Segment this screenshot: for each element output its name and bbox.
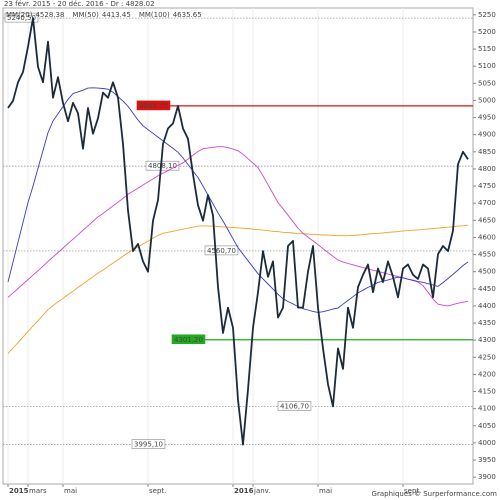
- x-tick-label: 2015: [9, 487, 29, 495]
- y-tick-label: 4650: [478, 216, 496, 224]
- level-label: 3995,10: [134, 441, 163, 449]
- level-label-box: [277, 401, 312, 411]
- y-tick-label: 4950: [478, 114, 496, 122]
- y-tick-label: 4350: [478, 319, 496, 327]
- y-tick-label: 4450: [478, 285, 496, 293]
- y-tick-label: 4700: [478, 199, 496, 207]
- legend-value: 4528.38: [35, 11, 64, 19]
- y-tick-label: 3950: [478, 456, 496, 464]
- y-tick-label: 4300: [478, 336, 496, 344]
- x-tick-label: sept.: [149, 487, 166, 495]
- moving-average-line: [7, 87, 469, 313]
- level-label-box: [4, 12, 39, 23]
- y-tick-label: 4000: [478, 439, 496, 447]
- legend-value: 4635.65: [173, 11, 202, 19]
- legend-value: 4413.45: [102, 11, 131, 19]
- level-label-box: [131, 439, 166, 449]
- legend-name: MM(20): [6, 11, 33, 19]
- y-tick-label: 5100: [478, 62, 496, 70]
- level-label-box: [136, 100, 171, 111]
- y-tick-label: 5050: [478, 79, 496, 87]
- level-label: 4301,20: [174, 336, 203, 344]
- moving-average-line: [7, 224, 469, 354]
- footer: Graphiques © Surperformance.com: [372, 490, 498, 498]
- y-tick-label: 5150: [478, 45, 496, 53]
- y-tick-label: 4750: [478, 182, 496, 190]
- level-label-box: [204, 245, 239, 256]
- x-tick-label: 2016: [234, 487, 254, 495]
- y-tick-label: 4200: [478, 370, 496, 378]
- legend-name: MM(50): [72, 11, 99, 19]
- y-tick-label: 3900: [478, 473, 496, 481]
- chart-title: 23 févr. 2015 - 20 déc. 2016 - Dr : 4828…: [4, 0, 155, 8]
- level-label-box: [145, 160, 180, 171]
- x-tick-label: mars: [29, 487, 47, 495]
- y-tick-label: 4800: [478, 165, 496, 173]
- level-label: 4560,70: [207, 247, 236, 255]
- y-tick-label: 4850: [478, 148, 496, 156]
- y-tick-label: 4050: [478, 422, 496, 430]
- y-tick-label: 4500: [478, 268, 496, 276]
- y-tick-label: 5250: [478, 11, 496, 19]
- x-tick-label: sept.: [404, 487, 421, 495]
- legend-name: MM(100): [139, 11, 170, 19]
- y-tick-label: 4900: [478, 131, 496, 139]
- y-tick-label: 4400: [478, 302, 496, 310]
- level-label: 4106,70: [280, 402, 309, 410]
- price-line: [7, 17, 469, 446]
- y-tick-label: 5200: [478, 28, 496, 36]
- x-tick-label: mai: [319, 487, 332, 495]
- level-label-box: [171, 334, 206, 345]
- y-tick-label: 4550: [478, 251, 496, 259]
- y-tick-label: 4250: [478, 353, 496, 361]
- y-tick-label: 4100: [478, 405, 496, 413]
- y-tick-label: 5000: [478, 96, 496, 104]
- x-tick-label: mai: [64, 487, 77, 495]
- level-label: 4808,10: [148, 162, 177, 170]
- level-label: 4984,10: [139, 102, 168, 110]
- y-tick-label: 4600: [478, 233, 496, 241]
- moving-average-line: [7, 146, 469, 307]
- level-label: 5240,50: [7, 14, 36, 22]
- x-tick-label: janv.: [253, 487, 271, 495]
- y-tick-label: 4150: [478, 388, 496, 396]
